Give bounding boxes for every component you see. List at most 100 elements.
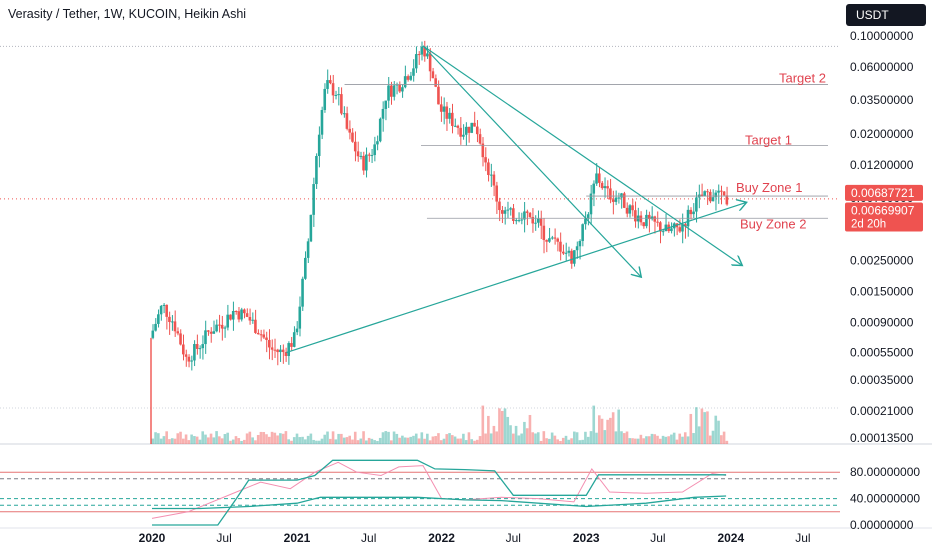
volume-bar [353, 431, 357, 444]
candle-body [331, 83, 335, 96]
candle-body [251, 319, 254, 321]
volume-bar [190, 434, 193, 444]
candle-body [647, 214, 651, 220]
volume-bar [431, 436, 435, 444]
volume-bar [348, 435, 351, 444]
volume-bar [645, 436, 648, 444]
candle-body [550, 237, 554, 239]
volume-bar [495, 431, 498, 444]
volume-bar [428, 440, 432, 444]
volume-bar [520, 433, 523, 444]
volume-bar [600, 418, 604, 444]
candle-body [187, 356, 191, 362]
volume-bar [617, 409, 621, 444]
volume-bar [154, 432, 157, 444]
candle-body [534, 222, 537, 224]
candle-body [720, 190, 723, 192]
volume-bar [215, 431, 218, 444]
candle-body [414, 54, 418, 69]
candle-body [445, 106, 449, 119]
volume-bar [292, 437, 296, 444]
candle-body [639, 215, 643, 223]
candle-body [603, 186, 607, 189]
candle-body [378, 118, 382, 142]
volume-bar [439, 440, 443, 444]
volume-bar [281, 433, 285, 444]
volume-bar [708, 435, 712, 444]
volume-bar [170, 438, 174, 444]
volume-bar [198, 439, 202, 444]
candle-body [215, 324, 218, 332]
candle-body [722, 191, 726, 196]
volume-bar [254, 440, 257, 444]
candle-body [306, 241, 310, 258]
volume-bar [298, 437, 302, 444]
volume-bar [692, 433, 695, 444]
volume-bar [159, 438, 163, 444]
candle-body [309, 214, 313, 242]
volume-bar [722, 431, 726, 444]
price-tick-label: 0.00055000 [850, 346, 914, 360]
volume-bar [381, 432, 385, 444]
volume-bar [179, 431, 182, 444]
candle-body [525, 211, 529, 213]
candle-body [539, 218, 543, 226]
candle-body [170, 321, 174, 323]
volume-bar [639, 434, 643, 444]
last-price-badge [845, 184, 923, 201]
candle-body [359, 155, 363, 157]
volume-bar [434, 436, 437, 444]
volume-bar [231, 439, 235, 444]
candle-body [453, 125, 457, 127]
candle-body [337, 94, 340, 96]
volume-bar [528, 414, 532, 444]
volume-bar [686, 436, 690, 444]
volume-bar [365, 440, 368, 444]
volume-bar [426, 433, 429, 444]
volume-bar [359, 438, 363, 444]
candle-body [475, 126, 479, 135]
volume-bar [539, 440, 543, 444]
volume-bar [317, 440, 321, 444]
candle-body [281, 349, 285, 353]
time-tick-label: Jul [216, 531, 231, 545]
volume-bar [237, 438, 241, 444]
volume-bar [420, 432, 424, 444]
volume-bar [478, 436, 482, 444]
volume-bar [462, 433, 465, 444]
candle-body [351, 132, 354, 142]
volume-bar [262, 432, 266, 444]
volume-bar [220, 438, 224, 444]
candle-body [714, 192, 718, 198]
candle-body [276, 349, 279, 353]
volume-bar [586, 436, 590, 444]
candle-body [392, 85, 396, 97]
volume-bar [672, 432, 676, 444]
volume-bar [720, 435, 723, 444]
candle-body [334, 94, 338, 96]
candle-body [689, 209, 693, 215]
volume-bar [370, 438, 374, 444]
candle-body [692, 211, 695, 215]
volume-bar [620, 431, 623, 444]
volume-bar [700, 408, 704, 444]
volume-bar [376, 440, 379, 444]
volume-bar [331, 431, 335, 444]
volume-bar [659, 438, 662, 444]
volume-bar [251, 437, 254, 444]
candle-body [708, 191, 712, 202]
volume-bar [695, 407, 698, 444]
volume-bar [267, 436, 271, 444]
price-tick-label: 0.02000000 [850, 127, 914, 141]
volume-bar [226, 432, 229, 444]
volume-bar [256, 434, 260, 444]
volume-bar [464, 440, 468, 444]
volume-bar [373, 440, 376, 444]
currency-button[interactable]: USDT [846, 4, 926, 26]
volume-bar [514, 425, 518, 444]
volume-bar [151, 438, 155, 444]
candle-body [656, 221, 659, 223]
volume-bar [725, 440, 729, 444]
time-tick-label: Jul [361, 531, 376, 545]
volume-bar [481, 405, 485, 444]
